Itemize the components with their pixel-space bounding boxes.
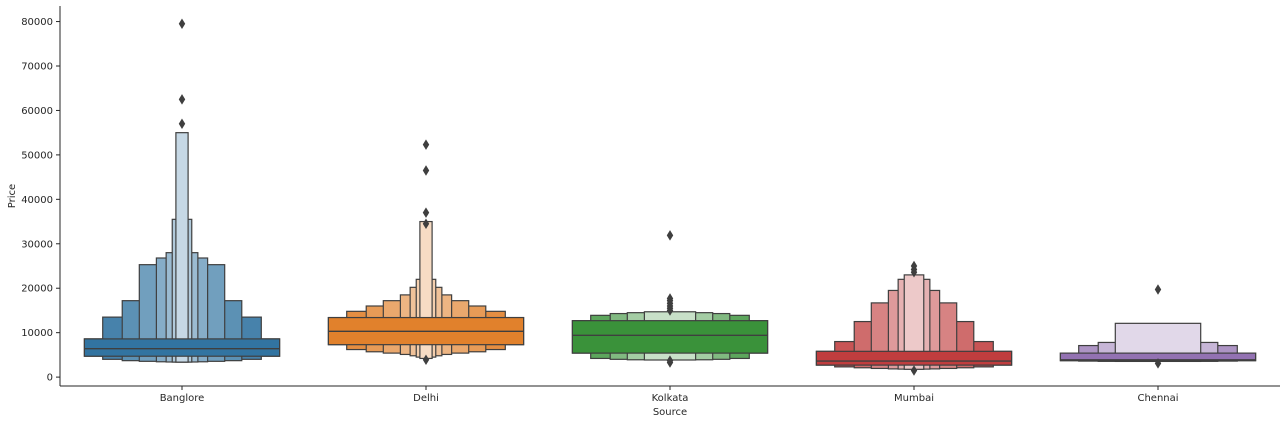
x-tick-label: Banglore [160,393,205,404]
outlier-point [666,293,674,304]
y-tick-label: 40000 [21,195,53,206]
boxen-group-chennai [1059,284,1257,369]
y-axis-label: Price [7,184,18,208]
outlier-point [178,94,186,105]
x-tick-label: Mumbai [894,393,934,404]
outlier-point [422,139,430,150]
outlier-point [422,218,430,230]
outlier-point [422,207,430,218]
y-tick-label: 80000 [21,17,53,28]
boxen-group-mumbai [815,260,1013,376]
boxen-box-core [571,320,769,354]
outlier-point [666,355,674,366]
boxen-box-core [815,350,1013,366]
y-tick-label: 20000 [21,284,53,295]
outlier-point [1154,358,1162,369]
outlier-point [422,165,430,176]
boxen-box [175,132,189,363]
y-tick-label: 10000 [21,328,53,339]
x-axis-ticks: Banglore Delhi Kolkata Mumbai Chennai [160,386,1179,404]
x-tick-label: Chennai [1137,393,1178,404]
x-axis-label: Source [653,407,687,418]
y-tick-label: 30000 [21,239,53,250]
outlier-point [910,365,918,376]
x-tick-label: Delhi [413,393,439,404]
y-tick-label: 50000 [21,150,53,161]
outlier-point [178,18,186,30]
x-tick-label: Kolkata [652,393,689,404]
boxen-group-delhi [327,139,525,366]
boxen-group-kolkata [571,230,769,368]
boxen-groups [83,18,1257,376]
outlier-point [666,230,674,241]
y-tick-label: 60000 [21,106,53,117]
outlier-point [910,260,918,272]
outlier-point [422,354,430,366]
outlier-point [178,118,186,130]
boxen-box-core [83,338,281,357]
y-axis-ticks: 0 10000 20000 30000 40000 50000 60000 70000 8000… [21,17,60,384]
boxen-group-banglore [83,18,281,363]
y-tick-label: 0 [47,373,53,384]
outlier-point [1154,284,1162,295]
y-tick-label: 70000 [21,62,53,73]
